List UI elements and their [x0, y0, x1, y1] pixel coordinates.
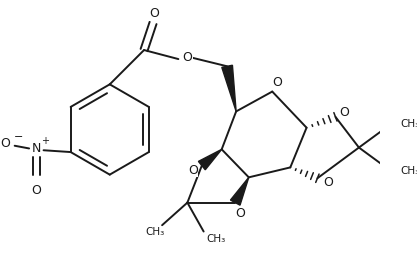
- Text: O: O: [149, 7, 159, 20]
- Text: +: +: [41, 136, 49, 146]
- Polygon shape: [198, 149, 222, 170]
- Text: O: O: [273, 76, 283, 89]
- Text: CH₃: CH₃: [207, 234, 226, 244]
- Text: CH₃: CH₃: [400, 119, 417, 129]
- Text: O: O: [1, 137, 10, 150]
- Text: O: O: [31, 184, 41, 197]
- Text: N: N: [32, 142, 41, 155]
- Text: −: −: [14, 132, 23, 142]
- Polygon shape: [231, 177, 249, 205]
- Text: O: O: [323, 176, 333, 189]
- Text: O: O: [183, 51, 192, 64]
- Text: CH₃: CH₃: [145, 227, 165, 238]
- Text: CH₃: CH₃: [400, 166, 417, 176]
- Text: O: O: [188, 164, 198, 177]
- Text: O: O: [235, 207, 245, 220]
- Polygon shape: [222, 65, 236, 111]
- Text: O: O: [339, 106, 349, 119]
